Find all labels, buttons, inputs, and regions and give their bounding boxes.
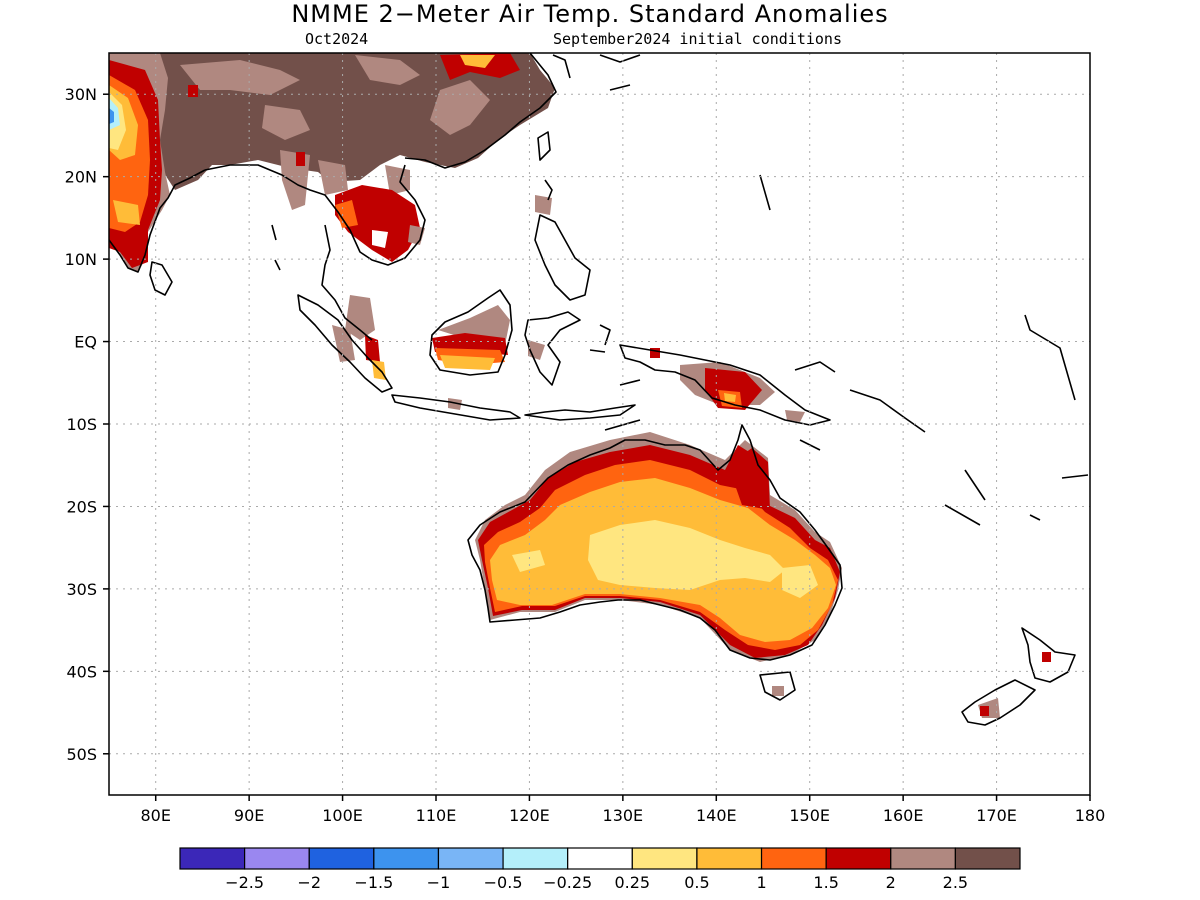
colorbar-swatch	[760, 847, 827, 870]
lon-tick-label: 170E	[976, 806, 1017, 825]
lat-tick-label: EQ	[74, 333, 97, 352]
lon-tick-label: 120E	[509, 806, 550, 825]
longitude-axis: 80E 90E 100E 110E 120E 130E 140E 150E 160E 170E 18…	[140, 795, 1105, 825]
lon-tick-label: 100E	[322, 806, 363, 825]
colorbar-swatch	[244, 847, 310, 870]
colorbar-label: 2.5	[943, 873, 968, 892]
lon-tick-label: 80E	[140, 806, 170, 825]
colorbar-swatch	[179, 847, 246, 870]
lat-tick-label: 30N	[65, 85, 97, 104]
colorbar-swatch	[696, 847, 763, 870]
colorbar-swatch	[890, 847, 956, 870]
lon-tick-label: 110E	[416, 806, 457, 825]
lon-tick-label: 90E	[234, 806, 264, 825]
colorbar-label: −1.5	[354, 873, 393, 892]
australia-anomaly	[475, 432, 1051, 718]
initial-conditions-label: September2024 initial conditions	[553, 30, 842, 48]
colorbar-swatch	[954, 847, 1021, 870]
forecast-month: Oct2024	[305, 30, 368, 48]
colorbar-swatch	[502, 847, 569, 870]
colorbar-label: −0.5	[484, 873, 523, 892]
latitude-axis: 30N 20N 10N EQ 10S 20S 30S 40S 50S	[65, 85, 109, 764]
colorbar-label: 0.25	[614, 873, 650, 892]
india-anomaly	[109, 53, 170, 272]
colorbar-label: 2	[886, 873, 896, 892]
colorbar-label: 1.5	[813, 873, 838, 892]
lat-tick-label: 30S	[66, 580, 97, 599]
lon-tick-label: 140E	[696, 806, 737, 825]
colorbar-legend: −2.5 −2 −1.5 −1 −0.5 −0.25 0.25 0.5 1 1.5 2 2.5	[179, 847, 1021, 892]
colorbar-label: 1	[756, 873, 766, 892]
colorbar-swatch	[308, 847, 375, 870]
lat-tick-label: 40S	[66, 662, 97, 681]
east-asia-anomaly	[150, 53, 555, 210]
colorbar-label: −2.5	[225, 873, 264, 892]
colorbar-label: −1	[427, 873, 451, 892]
lat-tick-label: 50S	[66, 745, 97, 764]
map-plot-area	[109, 53, 1090, 795]
map-title: NMME 2−Meter Air Temp. Standard Anomalie…	[291, 0, 888, 28]
lon-tick-label: 130E	[603, 806, 644, 825]
lat-tick-label: 10S	[66, 415, 97, 434]
colorbar-swatch	[631, 847, 698, 870]
lon-tick-label: 180	[1075, 806, 1106, 825]
colorbar-label: −0.25	[543, 873, 592, 892]
lat-tick-label: 20N	[65, 168, 97, 187]
graticule	[109, 53, 1090, 795]
colorbar-swatch	[373, 847, 440, 870]
colorbar-swatch	[437, 847, 504, 870]
colorbar-swatch	[825, 847, 892, 870]
colorbar-label: 0.5	[684, 873, 709, 892]
lat-tick-label: 20S	[66, 497, 97, 516]
lon-tick-label: 160E	[883, 806, 924, 825]
borneo-anomaly	[432, 195, 552, 410]
colorbar-swatch	[567, 847, 633, 870]
colorbar-label: −2	[297, 873, 321, 892]
lat-tick-label: 10N	[65, 250, 97, 269]
lon-tick-label: 150E	[789, 806, 830, 825]
